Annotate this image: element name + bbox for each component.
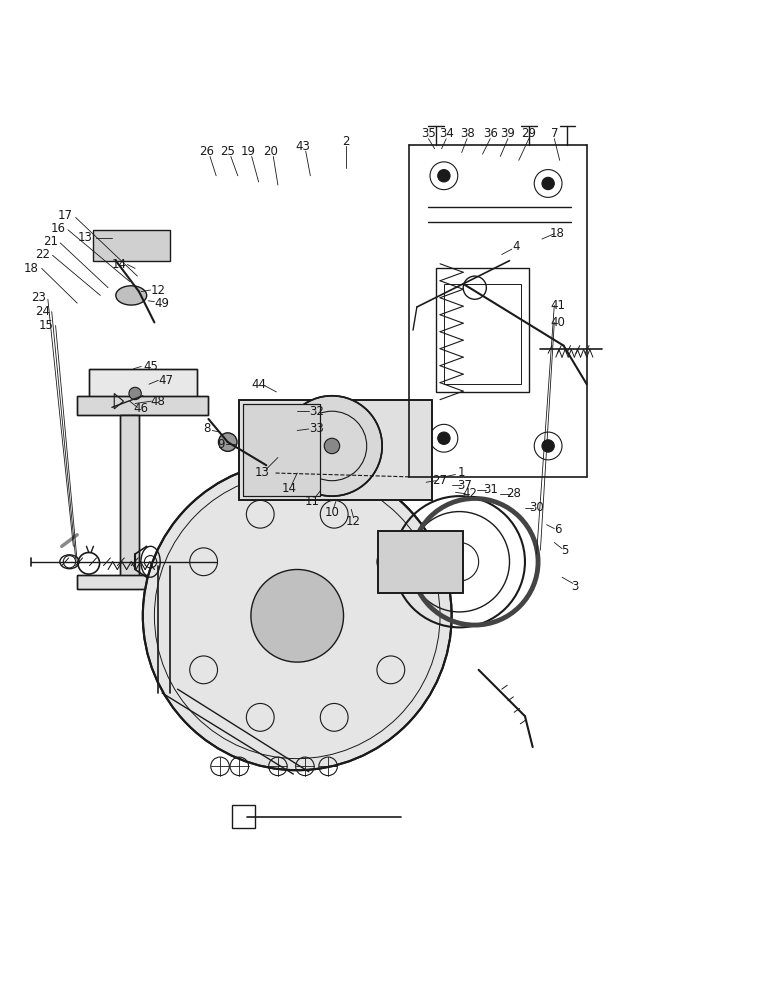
Text: 34: 34 [438, 127, 454, 140]
Text: 38: 38 [459, 127, 475, 140]
Text: 29: 29 [521, 127, 537, 140]
Text: 40: 40 [550, 316, 565, 329]
Text: 48: 48 [151, 395, 166, 408]
Text: 3: 3 [571, 580, 579, 593]
Text: 35: 35 [421, 127, 436, 140]
Bar [232, 805, 255, 828]
Text: 12: 12 [151, 284, 166, 297]
Text: 28: 28 [506, 487, 521, 500]
Text: 5: 5 [561, 544, 569, 557]
Text: 41: 41 [550, 299, 565, 312]
Text: 16: 16 [50, 222, 66, 235]
Text: 37: 37 [457, 479, 472, 492]
Bar [444, 284, 521, 384]
Text: 33: 33 [309, 422, 324, 435]
Circle shape [438, 170, 450, 182]
Text: 4: 4 [512, 240, 520, 253]
Bar [120, 415, 139, 577]
Circle shape [143, 461, 452, 770]
Bar [77, 575, 178, 589]
Text: 31: 31 [482, 483, 498, 496]
Bar [378, 531, 463, 593]
Text: 30: 30 [529, 501, 544, 514]
Bar [77, 575, 178, 589]
Text: 47: 47 [158, 374, 174, 387]
Text: 39: 39 [500, 127, 516, 140]
Text: 6: 6 [554, 523, 561, 536]
Text: 43: 43 [295, 140, 310, 153]
Circle shape [129, 387, 141, 400]
Text: 20: 20 [262, 145, 278, 158]
Bar [239, 400, 432, 500]
Polygon shape [93, 230, 170, 261]
Bar [378, 531, 463, 593]
Text: 11: 11 [305, 495, 320, 508]
Text: 13: 13 [255, 466, 270, 479]
Text: 27: 27 [432, 474, 448, 487]
Bar [239, 400, 432, 500]
Text: 49: 49 [154, 297, 170, 310]
Text: 26: 26 [199, 145, 215, 158]
Text: 17: 17 [58, 209, 73, 222]
Bar [243, 403, 320, 496]
Text: 36: 36 [482, 127, 498, 140]
Bar [77, 396, 208, 415]
Circle shape [218, 433, 237, 451]
Circle shape [324, 438, 340, 454]
Text: 45: 45 [143, 360, 158, 373]
Text: 1: 1 [458, 466, 466, 479]
Bar [89, 369, 197, 400]
Text: 8: 8 [203, 422, 211, 435]
Text: 10: 10 [324, 506, 340, 519]
Bar [436, 268, 529, 392]
Text: 2: 2 [342, 135, 350, 148]
Circle shape [251, 569, 344, 662]
Text: 18: 18 [550, 227, 565, 240]
Text: 18: 18 [23, 262, 39, 275]
Text: 44: 44 [251, 378, 266, 391]
Text: 13: 13 [77, 231, 93, 244]
Bar [243, 403, 320, 496]
Text: 32: 32 [309, 405, 324, 418]
Text: 22: 22 [35, 248, 50, 261]
Text: 7: 7 [550, 127, 558, 140]
Text: 46: 46 [133, 402, 148, 415]
Text: 15: 15 [39, 319, 54, 332]
Text: 42: 42 [462, 487, 477, 500]
Text: 14: 14 [112, 258, 127, 271]
Text: 25: 25 [220, 145, 235, 158]
Circle shape [542, 440, 554, 452]
Ellipse shape [116, 286, 147, 305]
Text: 12: 12 [346, 515, 361, 528]
Circle shape [438, 432, 450, 444]
Bar [120, 415, 139, 577]
Circle shape [542, 177, 554, 190]
Text: 24: 24 [35, 305, 50, 318]
Circle shape [282, 396, 382, 496]
Bar [89, 369, 197, 400]
Bar [77, 396, 208, 415]
Text: 9: 9 [217, 438, 225, 451]
Text: 14: 14 [282, 482, 297, 495]
Text: 19: 19 [241, 145, 256, 158]
Text: 21: 21 [42, 235, 58, 248]
Text: 23: 23 [31, 291, 46, 304]
